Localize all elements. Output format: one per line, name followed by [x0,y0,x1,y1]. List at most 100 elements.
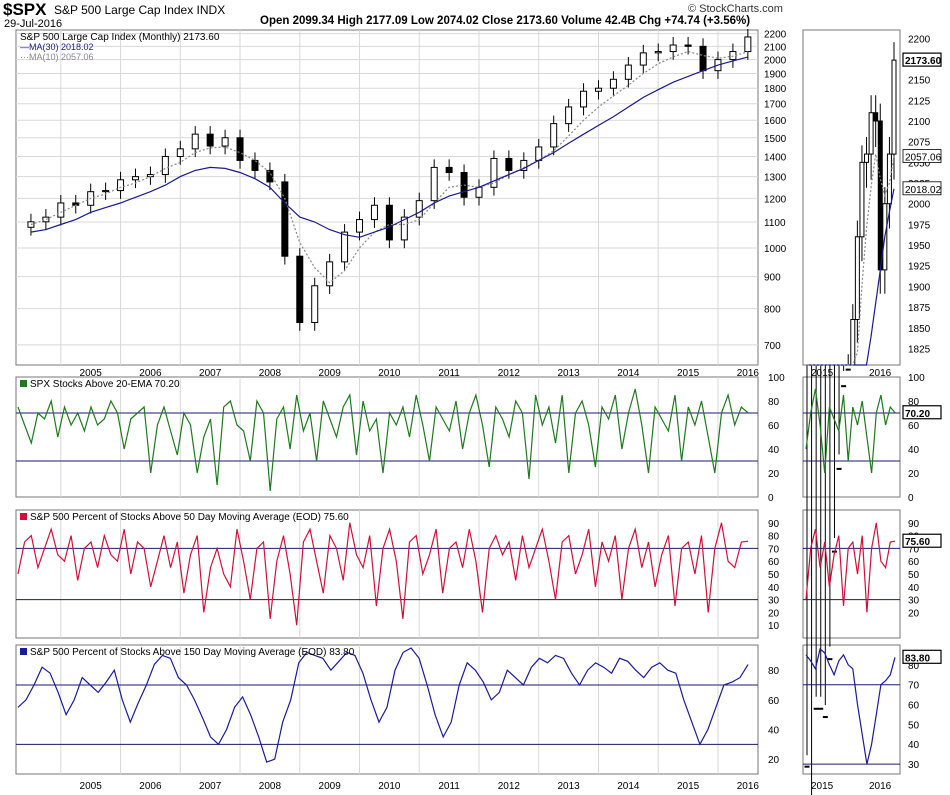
zoom-frame-2 [802,509,901,639]
zoom-frame-3 [802,644,901,775]
indicator-tick-label: 80 [768,397,780,408]
price-legend-main: S&P 500 Large Cap Index (Monthly) 2173.6… [20,32,220,43]
ohlc-readout: Open 2099.34 High 2177.09 Low 2074.02 Cl… [260,15,751,27]
candle-body [669,44,677,53]
candle-body [117,179,125,192]
price-tick-label: 800 [764,305,781,316]
price-tick-label: 1200 [764,194,787,205]
zoom-price-tick: 1925 [908,262,931,273]
ma10-line [30,50,748,284]
zoom-indicator-tick: 60 [908,421,920,432]
zoom-last-price: 2173.60 [905,56,942,67]
candle-body [475,186,483,198]
bottom-year-label: 2015 [677,781,700,792]
candle-body [430,166,438,202]
indicator-legend-swatch [20,513,27,520]
candle-body [206,133,214,147]
zoom-price-tick: 1875 [908,303,931,314]
price-year-label: 2006 [139,368,162,379]
indicator-tick-label: 60 [768,557,780,568]
zoom-indicator-tick: 40 [908,445,920,456]
zoom-candle-body [891,59,897,155]
indicator-tick-label: 80 [768,532,780,543]
candle-body [326,261,334,287]
candle-body [296,255,304,324]
zoom-indicator-tick: 0 [908,493,914,504]
candle-body [131,176,139,181]
candle-body [42,216,50,223]
zoom-indicator-last-3: 83.80 [905,653,930,664]
bottom-year-label: 2007 [199,781,222,792]
zoom-year-label: 2015 [811,368,834,379]
zoom-ma30-value: 2018.02 [905,185,942,196]
indicator-tick-label: 40 [768,726,780,737]
price-tick-label: 2200 [764,30,787,41]
zoom-indicator-tick: 20 [908,469,920,480]
price-year-label: 2011 [438,368,460,379]
candle-body [266,169,274,183]
zoom-year-label: 2016 [869,368,892,379]
zoom-price-tick: 2075 [908,138,931,149]
zoom-price-tick: 1900 [908,282,931,293]
indicator-tick-label: 80 [768,666,780,677]
price-tick-label: 1300 [764,173,787,184]
zoom-ma10-value-box [902,149,942,163]
zoom-indicator-line-2 [805,522,896,613]
zoom-candle-body [822,716,828,719]
zoom-indicator-tick: 90 [908,519,920,530]
price-year-label: 2014 [617,368,640,379]
indicator-line-3 [17,647,749,763]
candle-body [370,204,378,221]
zoom-candle-body [850,319,856,366]
price-tick-label: 1500 [764,134,787,145]
zoom-price-tick: 1825 [908,344,931,355]
indicator-tick-label: 20 [768,755,780,766]
candle-body [400,216,408,241]
indicator-title-2: S&P 500 Percent of Stocks Above 50 Day M… [30,512,349,523]
candle-body [609,78,617,89]
bottom-year-label: 2008 [259,781,282,792]
symbol-description: S&P 500 Large Cap Index INDX [54,3,226,17]
chart-date: 29-Jul-2016 [4,18,63,30]
copyright: © StockCharts.com [688,3,783,15]
indicator-tick-label: 90 [768,519,780,530]
ma30-line [30,56,748,238]
zoom-bottom-year-label: 2016 [869,781,892,792]
zoom-candle-body [886,153,892,205]
zoom-frame-1 [802,376,901,498]
zoom-last-price-box [902,52,942,67]
candle-body [356,219,364,233]
zoom-candle-body [836,467,842,470]
zoom-indicator-tick: 80 [908,661,920,672]
price-legend-ma30: —MA(30) 2018.02 [20,42,94,52]
bottom-year-label: 2014 [617,781,640,792]
candle-body [490,157,498,188]
candle-body [744,36,752,53]
bottom-year-label: 2005 [80,781,103,792]
bottom-year-label: 2010 [378,781,401,792]
indicator-line-2 [17,522,749,626]
price-year-label: 2016 [737,368,760,379]
candle-body [415,200,423,218]
price-tick-label: 2000 [764,56,787,67]
candle-body [341,231,349,263]
candle-body [580,90,588,108]
zoom-indicator-last-2: 75.60 [905,537,930,548]
zoom-indicator-last-2-box [902,533,942,548]
zoom-indicator-tick: 40 [908,740,920,751]
zoom-candle-body [859,161,865,238]
candle-body [251,159,259,171]
candle-body [550,123,558,148]
price-year-label: 2012 [498,368,521,379]
price-year-label: 2005 [80,368,103,379]
price-year-label: 2013 [557,368,580,379]
price-tick-label: 2100 [764,42,787,53]
zoom-candle-body [804,765,810,768]
zoom-bottom-year-label: 2015 [811,781,834,792]
zoom-candle-body [868,112,874,155]
indicator-tick-label: 100 [768,373,785,384]
indicator-legend-swatch [20,380,27,387]
panel-frame-2 [15,509,759,639]
candle-body [385,204,393,241]
